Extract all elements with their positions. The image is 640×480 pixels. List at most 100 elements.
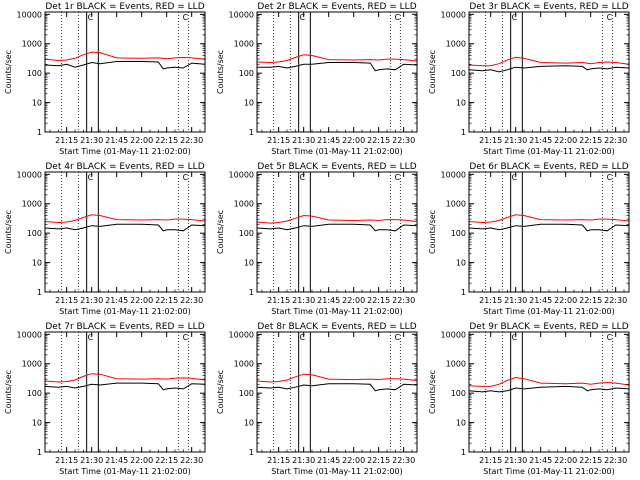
x-tick-label: 22:30	[392, 136, 415, 145]
x-tick-label: 22:30	[180, 456, 203, 465]
y-tick-label: 1	[37, 128, 42, 137]
plot-frame	[44, 171, 206, 293]
y-axis-label: Counts/sec	[216, 50, 225, 94]
y-axis-label: Counts/sec	[216, 370, 225, 414]
x-tick-label: 22:30	[604, 136, 627, 145]
x-tick-label: 22:15	[579, 296, 602, 305]
interval-marker: C	[300, 333, 306, 342]
x-tick-label: 22:30	[180, 136, 203, 145]
interval-marker: C	[607, 173, 613, 182]
x-tick-label: 22:15	[367, 456, 390, 465]
x-tick-label: 21:15	[267, 296, 290, 305]
y-tick-label: 1000	[234, 200, 254, 209]
x-tick-label: 22:15	[155, 456, 178, 465]
lld-series-line	[44, 214, 206, 224]
x-tick-label: 22:00	[130, 136, 153, 145]
plot-frame	[256, 171, 418, 293]
y-axis-label: Counts/sec	[216, 210, 225, 254]
y-tick-label: 100	[27, 229, 42, 238]
x-tick-label: 22:00	[342, 136, 365, 145]
y-tick-label: 1000	[22, 200, 42, 209]
panel-title: Det 9r BLACK = Events, RED = LLD	[469, 322, 628, 332]
events-series-line	[468, 223, 630, 232]
panel-title: Det 6r BLACK = Events, RED = LLD	[469, 162, 628, 172]
y-tick-label: 1000	[22, 40, 42, 49]
plot-frame	[256, 331, 418, 453]
x-tick-label: 21:45	[529, 136, 552, 145]
x-tick-label: 22:15	[579, 456, 602, 465]
y-tick-label: 1	[249, 128, 254, 137]
y-axis-label: Counts/sec	[428, 370, 437, 414]
panel-title: Det 7r BLACK = Events, RED = LLD	[45, 322, 204, 332]
plot-frame	[468, 171, 630, 293]
y-axis-label: Counts/sec	[428, 50, 437, 94]
x-tick-label: 21:30	[504, 136, 527, 145]
x-tick-label: 21:15	[479, 136, 502, 145]
y-tick-label: 1	[461, 288, 466, 297]
lld-series-line	[44, 373, 206, 383]
y-tick-label: 10	[244, 259, 254, 268]
y-tick-label: 10000	[229, 330, 254, 339]
y-tick-label: 1000	[22, 360, 42, 369]
y-axis-label: Counts/sec	[428, 210, 437, 254]
x-tick-label: 22:15	[367, 136, 390, 145]
plot-frame	[44, 11, 206, 133]
events-series-line	[257, 62, 418, 72]
x-axis-label: Start Time (01-May-11 21:02:00)	[59, 147, 190, 156]
y-tick-label: 100	[451, 389, 466, 398]
y-tick-label: 1	[249, 288, 254, 297]
lld-series-line	[256, 373, 418, 383]
x-tick-label: 22:15	[367, 296, 390, 305]
y-tick-label: 10000	[17, 170, 42, 179]
x-tick-label: 22:15	[155, 296, 178, 305]
x-tick-label: 21:15	[267, 456, 290, 465]
x-tick-label: 22:00	[554, 296, 577, 305]
x-tick-label: 22:30	[180, 296, 203, 305]
interval-marker: C	[512, 13, 518, 22]
interval-marker: C	[395, 13, 401, 22]
plot-frame	[44, 331, 206, 453]
x-axis-label: Start Time (01-May-11 21:02:00)	[271, 307, 402, 316]
y-tick-label: 1000	[234, 360, 254, 369]
y-tick-label: 10	[32, 99, 42, 108]
y-tick-label: 1	[249, 448, 254, 457]
panel-title: Det 3r BLACK = Events, RED = LLD	[469, 2, 628, 12]
y-tick-label: 100	[239, 389, 254, 398]
x-axis-label: Start Time (01-May-11 21:02:00)	[271, 467, 402, 476]
x-tick-label: 22:00	[554, 136, 577, 145]
y-tick-label: 1000	[446, 360, 466, 369]
y-tick-label: 10	[32, 259, 42, 268]
y-tick-label: 100	[239, 229, 254, 238]
y-tick-label: 10000	[229, 170, 254, 179]
interval-marker: C	[300, 13, 306, 22]
events-series-line	[256, 223, 418, 232]
y-tick-label: 10	[456, 259, 466, 268]
interval-marker: C	[607, 333, 613, 342]
interval-marker: C	[607, 13, 613, 22]
x-tick-label: 22:00	[342, 456, 365, 465]
plot-frame	[468, 331, 630, 453]
y-tick-label: 10000	[441, 10, 466, 19]
y-tick-label: 1	[461, 128, 466, 137]
x-axis-label: Start Time (01-May-11 21:02:00)	[483, 307, 614, 316]
panel-title: Det 2r BLACK = Events, RED = LLD	[257, 2, 416, 12]
y-tick-label: 10	[456, 419, 466, 428]
y-tick-label: 10000	[17, 10, 42, 19]
panel-title: Det 8r BLACK = Events, RED = LLD	[257, 322, 416, 332]
lld-series-line	[44, 51, 206, 62]
x-tick-label: 21:30	[292, 456, 315, 465]
y-tick-label: 100	[451, 229, 466, 238]
events-series-line	[44, 223, 206, 232]
interval-marker: C	[395, 333, 401, 342]
y-tick-label: 10000	[229, 10, 254, 19]
interval-marker: C	[88, 13, 94, 22]
x-tick-label: 21:45	[317, 456, 340, 465]
x-tick-label: 22:30	[392, 296, 415, 305]
interval-marker: C	[300, 173, 306, 182]
x-tick-label: 21:45	[105, 136, 128, 145]
interval-marker: C	[183, 333, 189, 342]
y-tick-label: 1	[37, 448, 42, 457]
y-tick-label: 100	[27, 389, 42, 398]
